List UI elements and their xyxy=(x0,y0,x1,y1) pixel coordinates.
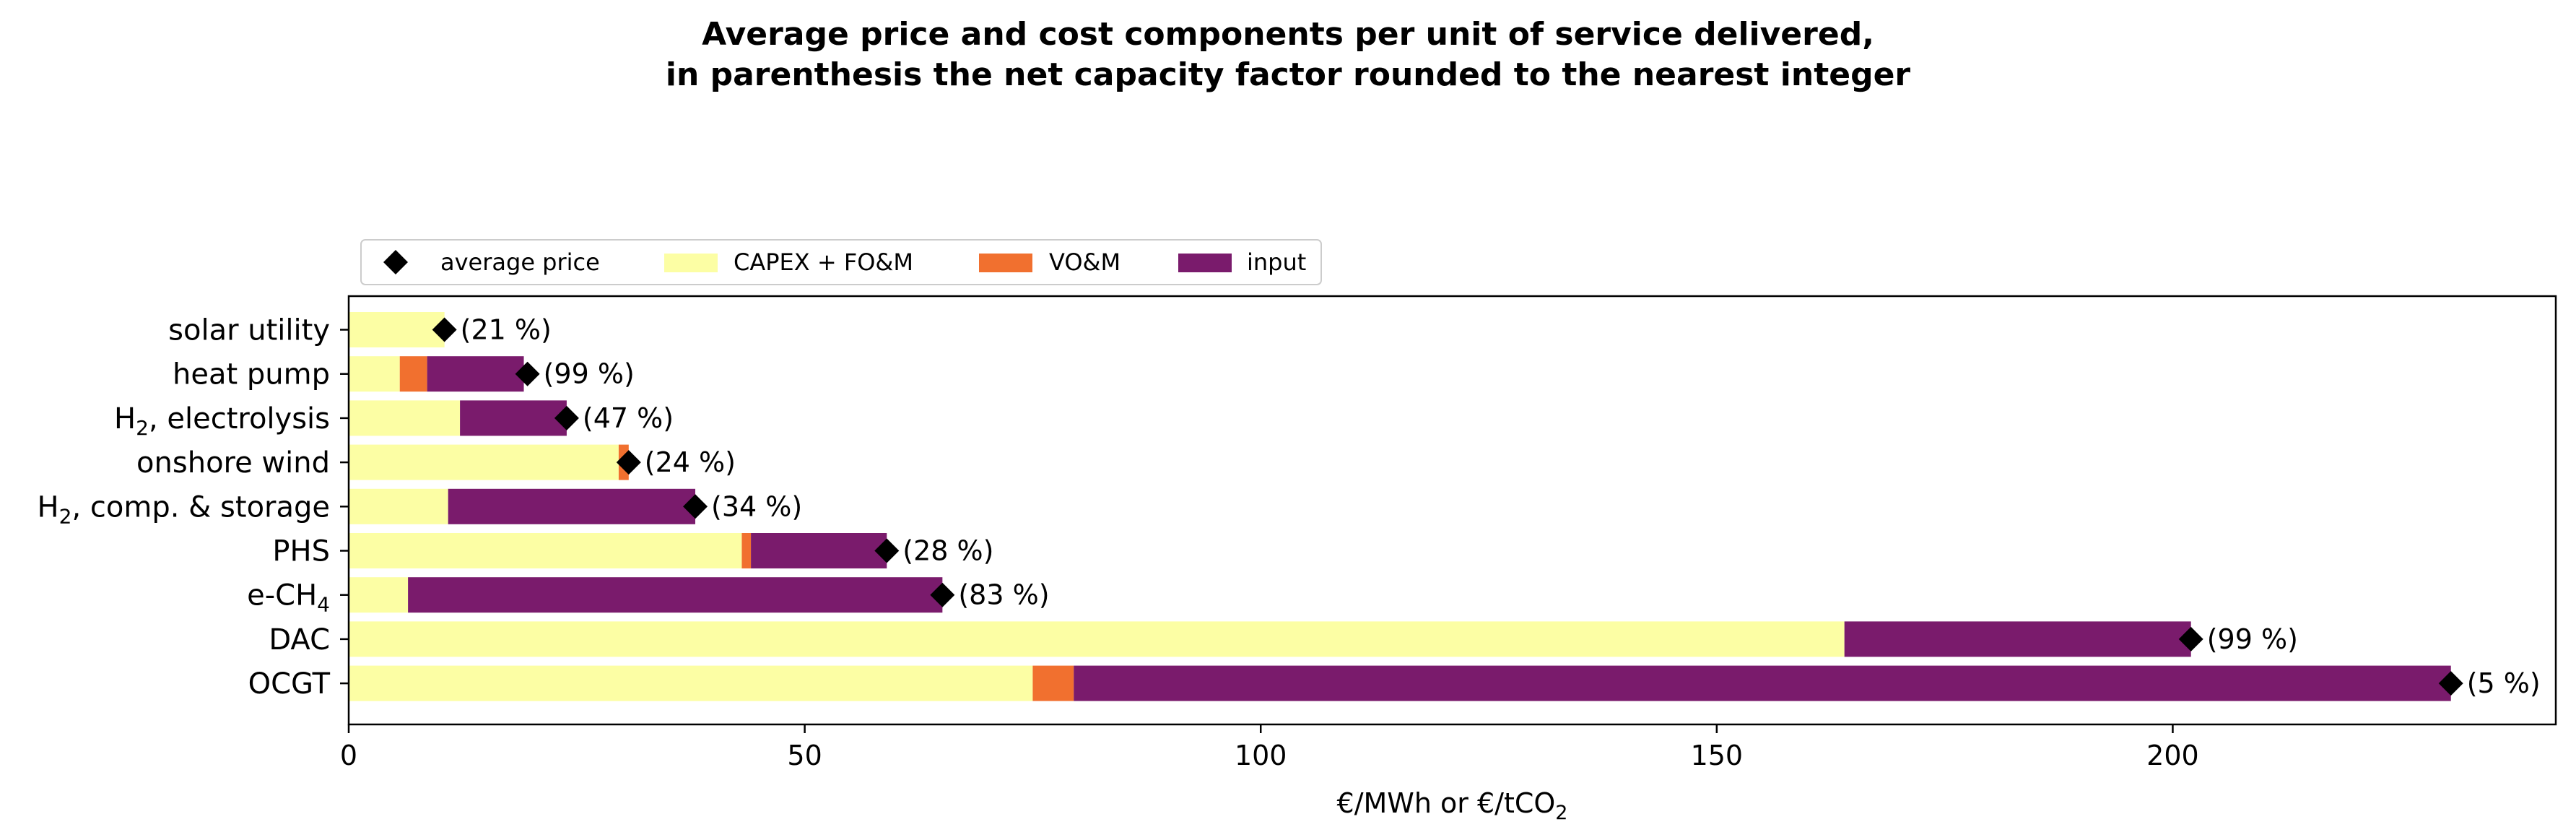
x-tick-label: 100 xyxy=(1235,740,1287,771)
bar-segment xyxy=(349,400,461,436)
average-price-marker xyxy=(2438,671,2463,696)
bar-segment xyxy=(349,488,448,524)
y-tick-label: PHS xyxy=(272,535,330,568)
bar-segment xyxy=(427,356,524,392)
chart-title-line-2: in parenthesis the net capacity factor r… xyxy=(665,56,1911,93)
bar-segment xyxy=(1844,621,2191,657)
average-price-marker xyxy=(683,494,708,519)
average-price-marker xyxy=(515,361,540,386)
bar-segment xyxy=(349,312,445,347)
bar-segment xyxy=(349,444,619,480)
x-axis: 0 50 100 150 200 €/MWh or €/tCO2 xyxy=(340,724,2199,824)
average-price-marker xyxy=(616,450,641,475)
average-price-marker xyxy=(2178,626,2203,651)
bar-segment xyxy=(399,356,427,392)
legend-label: VO&M xyxy=(1049,248,1121,276)
legend-label: average price xyxy=(440,248,600,276)
y-tick-label: heat pump xyxy=(173,358,330,391)
bar-segment xyxy=(349,621,1845,657)
legend-box xyxy=(360,239,1322,285)
capacity-factor-label: (5 %) xyxy=(2467,667,2541,699)
capacity-factor-label: (47 %) xyxy=(583,402,674,434)
y-tick-label: e-CH4 xyxy=(247,579,330,617)
capacity-factor-label: (21 %) xyxy=(461,314,552,346)
capacity-factor-label: (99 %) xyxy=(2207,623,2298,655)
legend-label: input xyxy=(1247,248,1306,276)
legend-swatch xyxy=(1178,254,1232,272)
y-tick-label: DAC xyxy=(269,623,330,657)
legend-average-price-marker xyxy=(383,250,408,274)
bar-segment xyxy=(1032,665,1074,701)
y-tick-label: H2, electrolysis xyxy=(114,402,330,440)
x-tick-label: 50 xyxy=(787,740,822,771)
bar-segment xyxy=(741,533,752,568)
capacity-factor-label: (83 %) xyxy=(958,579,1049,611)
legend-swatch xyxy=(664,254,718,272)
bar-segment xyxy=(408,577,943,613)
capacity-factor-label: (24 %) xyxy=(645,446,736,478)
y-axis: solar utility heat pump H2, electrolysis on… xyxy=(38,314,349,701)
average-price-marker xyxy=(930,582,955,607)
bar-segment xyxy=(349,356,400,392)
legend-swatch xyxy=(979,254,1032,272)
capacity-factor-label: (99 %) xyxy=(544,358,635,390)
capacity-factor-label: (34 %) xyxy=(711,490,802,522)
x-tick-label: 200 xyxy=(2146,740,2199,771)
capacity-factor-labels-group: (21 %) (99 %) (47 %) (24 %) (34 %) (28 %) (83 … xyxy=(461,314,2541,700)
y-tick-label: solar utility xyxy=(168,314,330,347)
bars-group xyxy=(349,312,2451,701)
legend-label: CAPEX + FO&M xyxy=(734,248,913,276)
y-tick-label: H2, comp. & storage xyxy=(38,490,330,528)
capacity-factor-label: (28 %) xyxy=(902,535,993,567)
legend: average price CAPEX + FO&M VO&M input xyxy=(360,239,1322,285)
y-tick-label: OCGT xyxy=(248,667,331,701)
bar-segment xyxy=(1074,665,2451,701)
average-price-marker xyxy=(874,538,900,563)
average-price-marker xyxy=(432,317,457,342)
bar-segment xyxy=(349,665,1033,701)
x-axis-label: €/MWh or €/tCO2 xyxy=(1337,787,1568,824)
bar-segment xyxy=(349,533,742,568)
average-price-marker xyxy=(554,405,579,430)
x-tick-label: 0 xyxy=(340,740,357,771)
bar-segment xyxy=(448,488,696,524)
bar-segment xyxy=(460,400,567,436)
bar-segment xyxy=(349,577,409,613)
y-tick-label: onshore wind xyxy=(136,446,330,480)
plot-frame xyxy=(347,295,2557,726)
x-tick-label: 150 xyxy=(1691,740,1744,771)
price-markers-group xyxy=(432,317,2463,696)
bar-segment xyxy=(751,533,887,568)
chart-title-line-1: Average price and cost components per un… xyxy=(702,16,1874,53)
